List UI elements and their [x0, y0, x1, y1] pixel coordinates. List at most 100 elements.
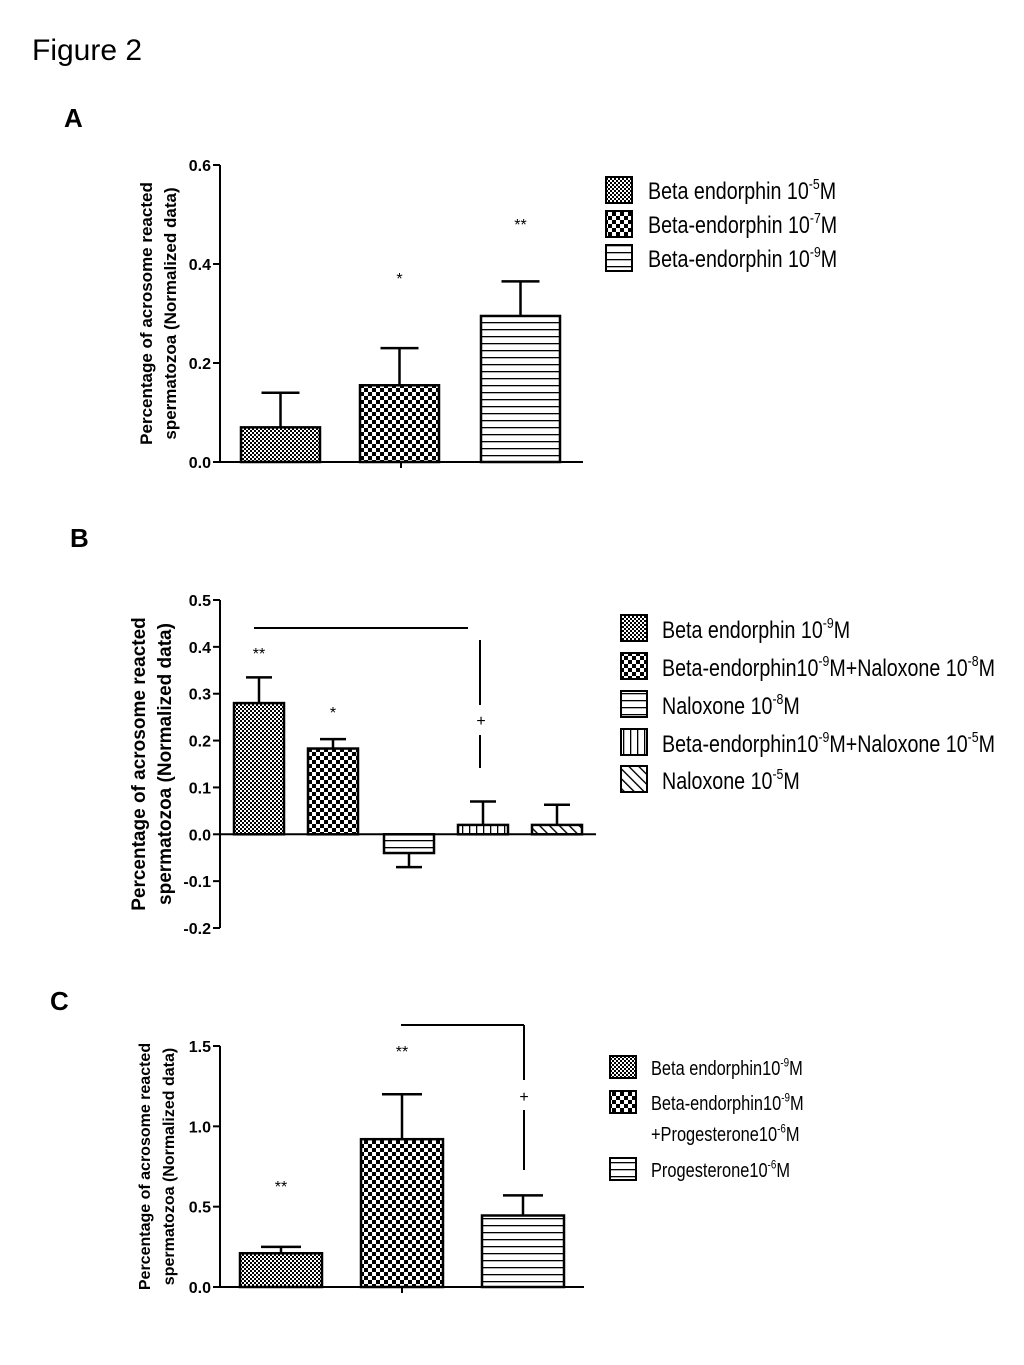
panel-b: B Percentage of acrosome reacted spermatoz…: [70, 523, 995, 938]
legend-swatch: [620, 690, 648, 718]
legend-text-part: M: [979, 654, 995, 681]
bar: [232, 701, 286, 836]
legend-text-part: Beta endorphin 10: [648, 177, 809, 204]
legend-text-part: M: [786, 1122, 800, 1145]
significance-marker: **: [396, 1044, 408, 1061]
significance-marker: **: [253, 646, 265, 663]
panel-c: C Percentage of acrosome reacted spermatoz…: [50, 986, 804, 1297]
legend-label: Progesterone10-6M: [651, 1158, 790, 1181]
y-tick-label: 0.5: [189, 593, 211, 610]
legend-text-part: Progesterone10: [651, 1158, 768, 1181]
legend-swatch: [605, 244, 633, 272]
legend-text-part: M: [776, 1158, 790, 1181]
y-tick-label: 0.5: [189, 1200, 211, 1217]
legend-text-part: Naloxone 10: [662, 767, 772, 794]
legend-text-part: M: [790, 1091, 804, 1114]
legend-text-part: M: [979, 730, 995, 757]
y-axis-title: Percentage of acrosome reacted spermatozo…: [129, 617, 176, 911]
y-axis-title: Percentage of acrosome reacted spermatozo…: [137, 1043, 178, 1290]
y-tick-label: 0.4: [189, 640, 211, 657]
legend-swatch: [605, 210, 633, 238]
panel-a: A Percentage of acrosome reacted spermatoz…: [64, 103, 837, 472]
legend-superscript: -9: [810, 244, 821, 260]
y-tick-label: 0.0: [189, 1280, 211, 1297]
legend-superscript: -9: [780, 1057, 789, 1070]
y-tick-label: 0.1: [189, 780, 211, 797]
legend-superscript: -8: [772, 691, 783, 707]
bar: [239, 426, 322, 464]
y-tick-label: -0.2: [183, 921, 211, 938]
y-tick-label: 0.3: [189, 687, 211, 704]
legend-text-part: Beta endorphin10: [651, 1056, 780, 1079]
legend-swatch: [609, 1090, 637, 1114]
y-tick-label: 1.5: [189, 1039, 211, 1056]
legend-text-part: Beta-endorphin10: [662, 654, 818, 681]
bar: [480, 1214, 566, 1289]
comparison-marker: +: [519, 1089, 528, 1106]
legend-text-part: Beta-endorphin10: [651, 1091, 781, 1114]
y-tick-label: 0.0: [189, 827, 211, 844]
legend-superscript: -5: [772, 766, 783, 782]
legend-superscript: -9: [818, 653, 829, 669]
bar: [358, 384, 441, 464]
legend-superscript: -9: [823, 615, 834, 631]
legend-swatch: [620, 614, 648, 642]
figure-title: Figure 2: [32, 34, 142, 67]
legend-swatch: [605, 176, 633, 204]
legend-label: Beta endorphin 10-9M: [662, 615, 850, 644]
legend-text-part: Beta-endorphin 10: [648, 245, 810, 272]
legend-label: Naloxone 10-5M: [662, 766, 800, 795]
legend-text-part: M: [821, 211, 837, 238]
legend-superscript: -7: [810, 210, 821, 226]
y-axis-title-line1: Percentage of acrosome reacted: [137, 182, 156, 445]
legend-label: Beta endorphin 10-5M: [648, 176, 836, 205]
panel-letter: A: [64, 103, 83, 133]
legend-text-part: Beta-endorphin 10: [648, 211, 810, 238]
legend-text-part: M+Naloxone 10: [829, 730, 967, 757]
panel-letter: B: [70, 523, 89, 553]
legend-superscript: -5: [968, 729, 979, 745]
y-tick-label: 0.0: [189, 455, 211, 472]
legend-swatch: [620, 652, 648, 680]
legend-label: Beta-endorphin10-9M+Naloxone 10-8M: [662, 653, 995, 682]
legend-label: +Progesterone10-6M: [651, 1122, 800, 1145]
legend-superscript: -6: [768, 1159, 777, 1172]
y-tick-label: 0.4: [189, 257, 211, 274]
legend-text-part: Naloxone 10: [662, 692, 772, 719]
y-axis-title: Percentage of acrosome reacted spermatozo…: [137, 182, 180, 445]
legend-text-part: M: [834, 616, 850, 643]
legend-swatch: [609, 1157, 637, 1181]
y-tick-label: 0.2: [189, 356, 211, 373]
legend-swatch: [620, 765, 648, 793]
y-tick-label: 1.0: [189, 1119, 211, 1136]
legend-text-part: M+Naloxone 10: [829, 654, 967, 681]
legend-superscript: -6: [777, 1123, 786, 1136]
legend-label: Naloxone 10-8M: [662, 691, 800, 720]
legend-text-part: M: [820, 177, 836, 204]
legend-superscript: -5: [809, 176, 820, 192]
panel-letter: C: [50, 986, 69, 1016]
legend-swatch: [620, 728, 648, 756]
legend-label: Beta endorphin10-9M: [651, 1056, 803, 1079]
y-axis-title-line2: spermatozoa (Normalized data): [161, 187, 180, 439]
legend-text-part: Beta-endorphin10: [662, 730, 818, 757]
legend-text-part: M: [789, 1056, 803, 1079]
legend-superscript: -8: [968, 653, 979, 669]
y-axis-title-line1: Percentage of acrosome reacted: [137, 1043, 154, 1290]
legend-text-part: M: [783, 692, 799, 719]
bar: [530, 823, 584, 836]
legend-superscript: -9: [781, 1092, 790, 1105]
legend-label: Beta-endorphin 10-9M: [648, 244, 837, 273]
legend-label: Beta-endorphin10-9M+Naloxone 10-5M: [662, 729, 995, 758]
bar: [479, 314, 562, 464]
bar: [359, 1137, 445, 1289]
y-axis-title-line2: spermatozoa (Normalized data): [161, 1048, 178, 1285]
legend-text-part: M: [821, 245, 837, 272]
legend-swatch: [609, 1055, 637, 1079]
significance-marker: *: [396, 271, 402, 288]
y-axis-title-line2: spermatozoa (Normalized data): [155, 623, 176, 905]
legend-text-part: +Progesterone10: [651, 1122, 777, 1145]
legend-label: Beta-endorphin10-9M: [651, 1091, 804, 1114]
legend-text-part: M: [783, 767, 799, 794]
y-tick-label: 0.6: [189, 158, 211, 175]
